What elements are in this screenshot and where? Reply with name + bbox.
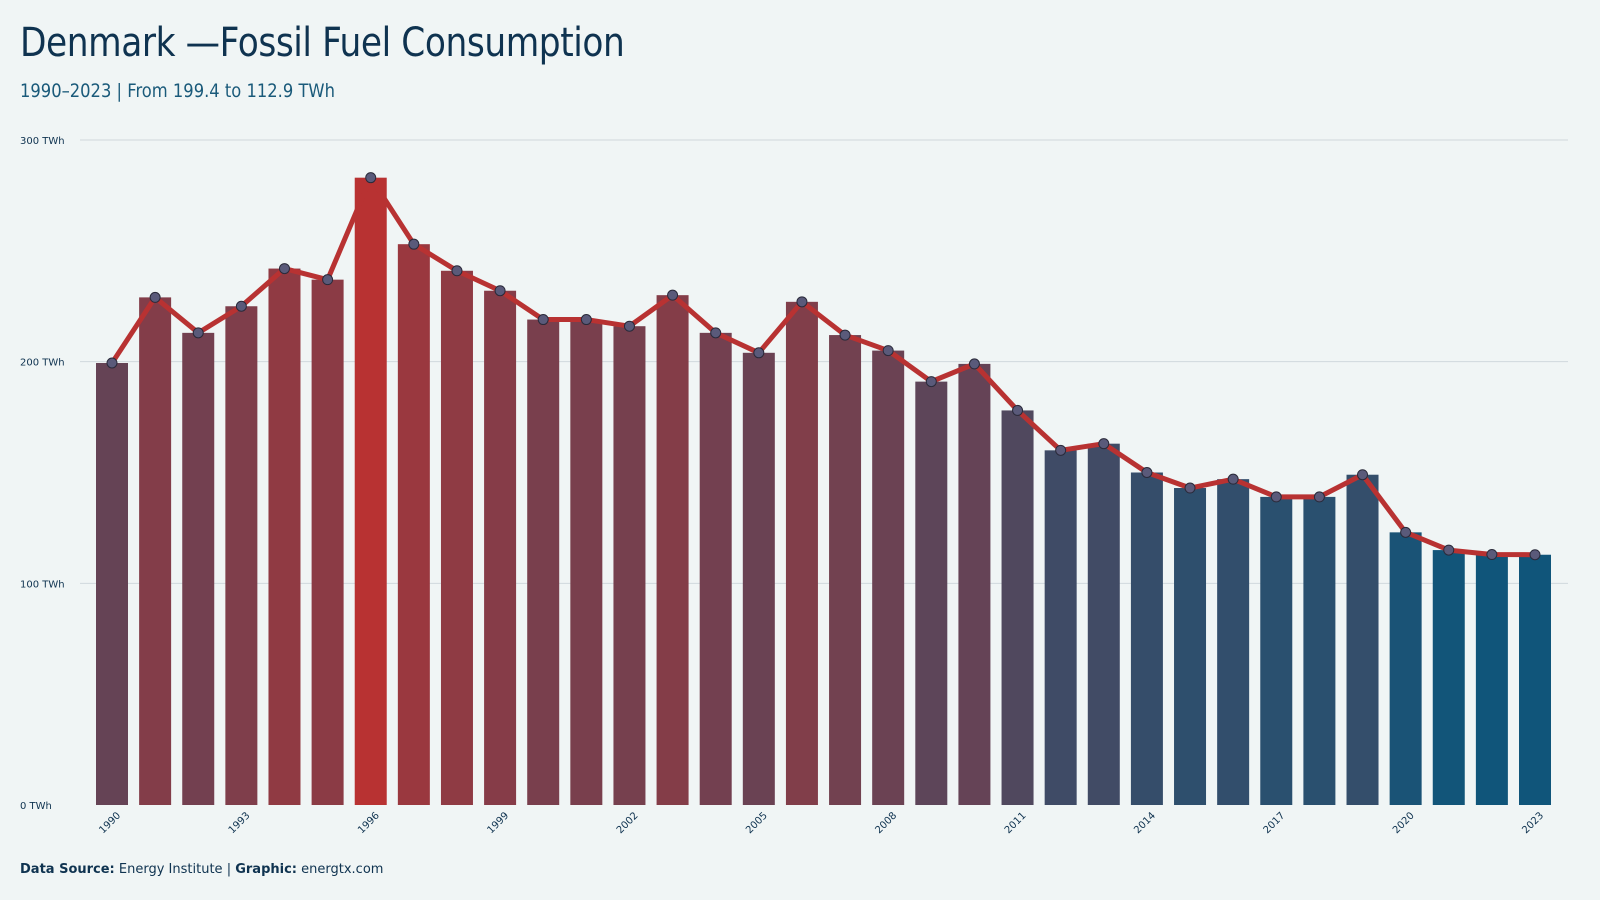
x-tick-label: 2011 xyxy=(1003,810,1029,836)
bar-2012 xyxy=(1044,450,1077,805)
graphic-value: energtx.com xyxy=(301,862,384,877)
marker-1996 xyxy=(365,172,377,184)
bar-1993 xyxy=(225,306,258,805)
bar-2014 xyxy=(1130,472,1163,805)
bar-1996 xyxy=(354,177,387,805)
x-tick-label: 2020 xyxy=(1391,810,1417,836)
bar-2001 xyxy=(570,319,603,805)
bar-1998 xyxy=(440,270,473,805)
x-tick-label: 2017 xyxy=(1262,810,1288,836)
bar-2020 xyxy=(1389,532,1422,805)
marker-2003 xyxy=(667,289,679,301)
x-tick-label: 2002 xyxy=(615,810,641,836)
trend-line xyxy=(109,175,1538,558)
marker-2011 xyxy=(1012,404,1024,416)
source-label: Data Source: xyxy=(20,862,115,877)
bar-2022 xyxy=(1475,554,1508,805)
marker-2014 xyxy=(1141,467,1153,478)
marker-1990 xyxy=(106,357,118,369)
marker-2000 xyxy=(537,314,549,326)
marker-1992 xyxy=(192,327,204,339)
bar-2010 xyxy=(958,363,991,805)
graphic-label: Graphic: xyxy=(235,862,297,877)
bar-2013 xyxy=(1087,443,1120,805)
bar-2003 xyxy=(656,295,689,805)
bar-2016 xyxy=(1217,479,1250,805)
x-tick-label: 2008 xyxy=(874,810,900,836)
source-value: Energy Institute xyxy=(118,862,223,877)
y-tick-label: 300 TWh xyxy=(20,136,65,147)
bar-1992 xyxy=(182,332,215,805)
x-tick-label: 2014 xyxy=(1132,810,1158,836)
grid-lines xyxy=(80,139,1568,584)
bar-2008 xyxy=(872,350,905,805)
bar-2018 xyxy=(1303,496,1336,805)
marker-2016 xyxy=(1227,473,1239,485)
x-tick-label: 2023 xyxy=(1520,810,1546,836)
bar-2019 xyxy=(1346,474,1379,805)
y-tick-label: 200 TWh xyxy=(20,358,65,369)
bar-2011 xyxy=(1001,410,1034,805)
bar-1994 xyxy=(268,268,301,806)
marker-2022 xyxy=(1486,549,1498,561)
footer: Data Source: Energy Institute | Graphic:… xyxy=(20,862,383,877)
marker-1991 xyxy=(149,291,161,303)
marker-2021 xyxy=(1443,544,1455,556)
trend-line-path xyxy=(109,175,1538,558)
marker-2020 xyxy=(1400,526,1412,538)
marker-1997 xyxy=(408,238,420,250)
bar-2021 xyxy=(1432,550,1465,805)
marker-2002 xyxy=(623,320,635,332)
x-tick-label: 1990 xyxy=(97,810,123,836)
bar-1997 xyxy=(397,244,430,805)
marker-2008 xyxy=(882,345,894,357)
marker-1998 xyxy=(451,265,463,277)
marker-1994 xyxy=(278,263,290,275)
footer-separator: | xyxy=(226,862,232,877)
x-tick-label: 1996 xyxy=(356,810,382,836)
bar-1991 xyxy=(139,297,172,805)
bar-2007 xyxy=(829,335,862,805)
marker-2013 xyxy=(1098,438,1110,450)
bar-2023 xyxy=(1519,554,1551,805)
bars xyxy=(96,177,1551,806)
y-tick-label: 0 TWh xyxy=(20,801,52,812)
marker-2005 xyxy=(753,347,765,359)
marker-2004 xyxy=(710,327,722,339)
marker-2015 xyxy=(1184,482,1196,494)
marker-2017 xyxy=(1270,491,1282,503)
x-tick-label: 2005 xyxy=(744,810,770,836)
bar-1995 xyxy=(311,279,344,805)
bar-2000 xyxy=(527,319,560,805)
bar-2015 xyxy=(1174,488,1207,805)
marker-2023 xyxy=(1529,549,1541,561)
marker-1993 xyxy=(235,300,247,312)
marker-2006 xyxy=(796,296,808,308)
bar-2002 xyxy=(613,326,646,805)
marker-2001 xyxy=(580,314,592,326)
bar-2009 xyxy=(915,381,948,805)
marker-1995 xyxy=(322,274,334,286)
chart-title: Denmark —Fossil Fuel Consumption xyxy=(20,20,625,66)
bar-1990 xyxy=(96,362,128,805)
bar-2017 xyxy=(1260,496,1293,805)
bar-2005 xyxy=(742,352,775,805)
x-tick-label: 1999 xyxy=(485,810,511,836)
marker-2019 xyxy=(1357,469,1369,481)
marker-1999 xyxy=(494,285,506,297)
chart-subtitle: 1990–2023 | From 199.4 to 112.9 TWh xyxy=(20,80,335,102)
bar-2004 xyxy=(699,332,732,805)
marker-2018 xyxy=(1313,491,1325,503)
marker-2012 xyxy=(1055,444,1067,456)
marker-2009 xyxy=(925,376,937,388)
y-tick-label: 100 TWh xyxy=(20,579,65,590)
bar-1999 xyxy=(484,290,517,805)
marker-2010 xyxy=(968,358,980,370)
bar-2006 xyxy=(785,301,818,805)
x-tick-label: 1993 xyxy=(227,810,253,836)
markers xyxy=(106,172,1541,561)
marker-2007 xyxy=(839,329,851,341)
